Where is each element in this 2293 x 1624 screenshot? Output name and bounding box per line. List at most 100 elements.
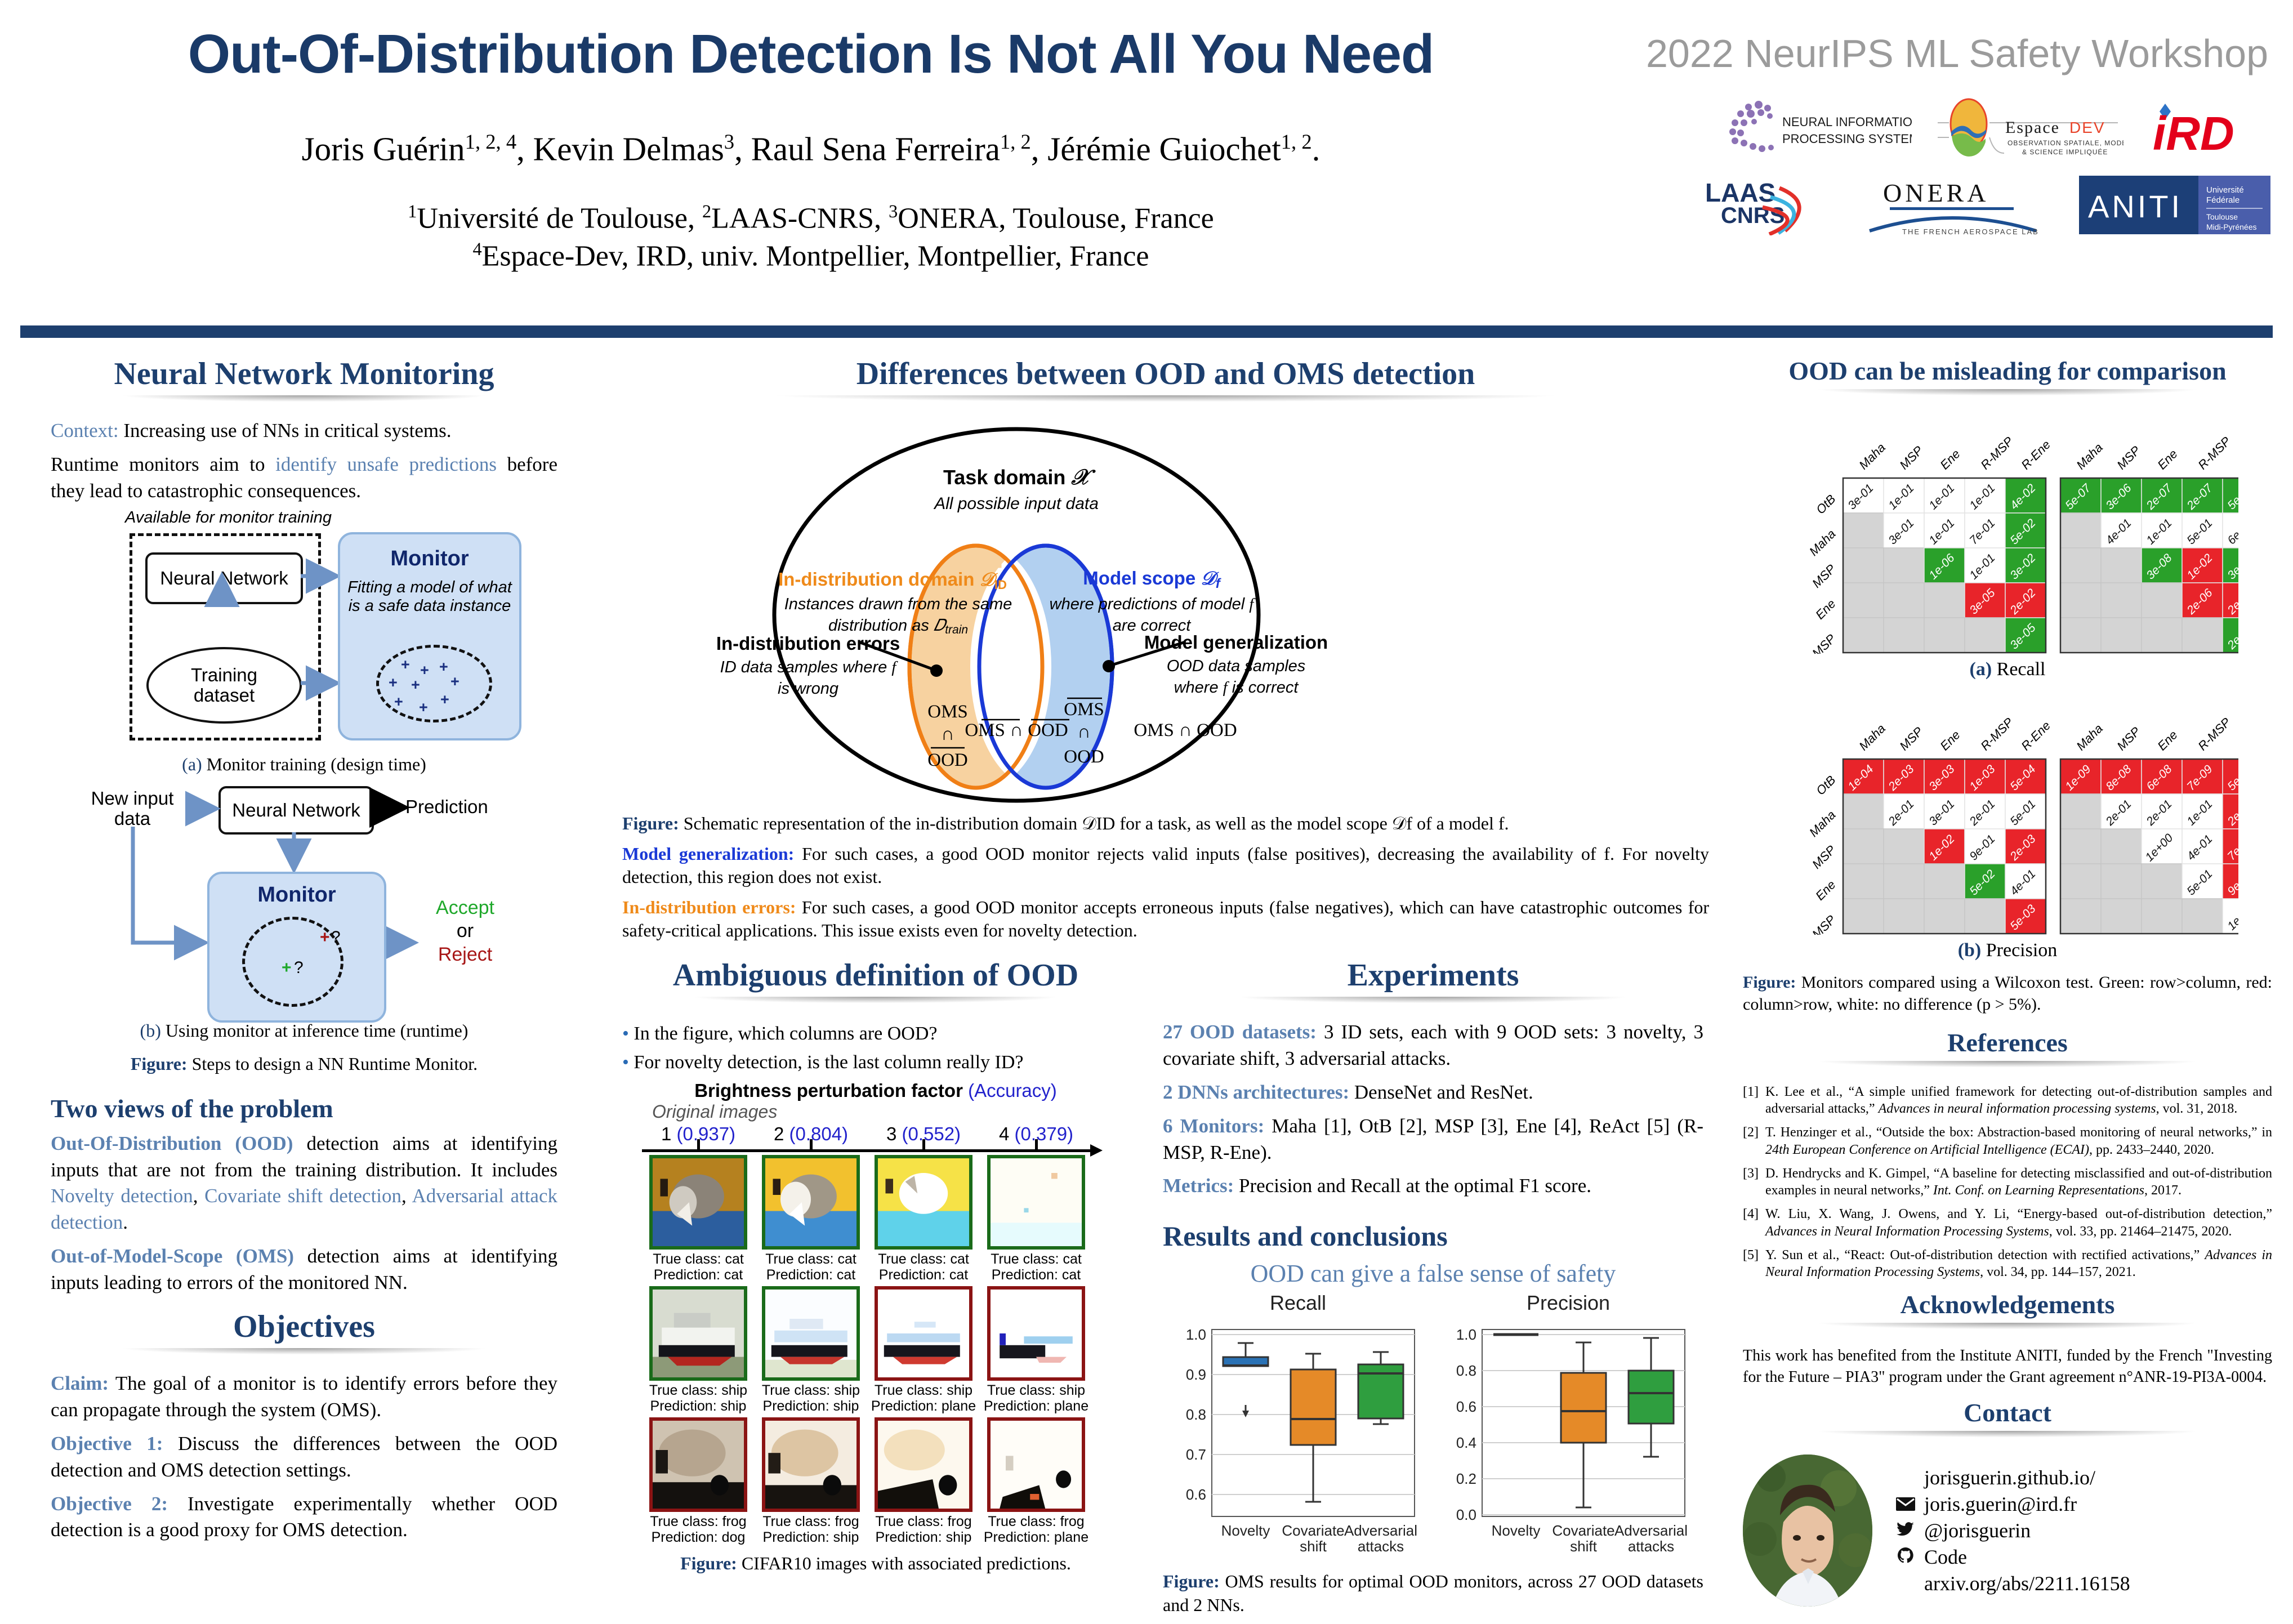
heatmap-a-caption: (a) Recall xyxy=(1969,659,2046,680)
svg-text:0.7: 0.7 xyxy=(1186,1446,1206,1463)
svg-text:Ene: Ene xyxy=(2154,728,2180,753)
heatmap-caption-rest: Monitors compared using a Wilcoxon test.… xyxy=(1743,973,2272,1014)
experiment-item: 2 DNNs architectures: DenseNet and ResNe… xyxy=(1163,1079,1703,1106)
svg-text:R-Ene: R-Ene xyxy=(2236,438,2238,472)
svg-text:iRD: iRD xyxy=(2153,107,2234,160)
neural-network-box: Neural Network xyxy=(145,552,303,604)
contact-arxiv[interactable]: arxiv.org/abs/2211.16158 xyxy=(1924,1572,2130,1595)
reference-list: [1] K. Lee et al., “A simple unified fram… xyxy=(1743,1083,2272,1281)
svg-text:Maha: Maha xyxy=(2073,440,2105,472)
brightness-axis xyxy=(642,1139,1109,1157)
contact-arxiv-row[interactable]: arxiv.org/abs/2211.16158 xyxy=(1895,1571,2130,1597)
figure-a-caption: (a) (a) Monitor training (design time) M… xyxy=(182,753,426,774)
avatar xyxy=(1743,1455,1872,1607)
cifar-label: True class: ship Prediction: ship xyxy=(649,1382,748,1414)
cifar-label: True class: ship Prediction: ship xyxy=(761,1382,860,1414)
experiments-column: Experiments 27 OOD datasets: 3 ID sets, … xyxy=(1163,957,1703,1624)
tick-accuracy: (0.804) xyxy=(789,1123,849,1144)
affiliations: 1Université de Toulouse, 2LAAS-CNRS, 3ON… xyxy=(68,200,1554,275)
references-rule xyxy=(1743,1061,2272,1070)
contact-website-row[interactable]: jorisguerin.github.io/ xyxy=(1895,1465,2130,1491)
contact-email-row[interactable]: joris.guerin@ird.fr xyxy=(1895,1491,2130,1518)
cifar-caption-rest: CIFAR10 images with associated predictio… xyxy=(737,1552,1071,1573)
svg-text:OOD: OOD xyxy=(927,750,968,770)
svg-text:OtB: OtB xyxy=(1813,492,1838,516)
contact-twitter-row[interactable]: @jorisguerin xyxy=(1895,1518,2130,1544)
experiments-rule xyxy=(1163,996,1703,1006)
exp-text-3: Precision and Recall at the optimal F1 s… xyxy=(1234,1175,1591,1197)
svg-text:Toulouse: Toulouse xyxy=(2206,212,2238,221)
section-title-references: References xyxy=(1947,1028,2068,1057)
brightness-title-text: Brightness perturbation factor xyxy=(694,1079,963,1101)
venn-caption-bold: Figure: xyxy=(622,813,679,833)
cifar-image xyxy=(762,1417,860,1512)
heatmap-caption-bold: Figure: xyxy=(1743,973,1796,992)
id-errors-label: In-distribution errors: xyxy=(622,896,796,917)
boxplot-title: OOD can give a false sense of safety xyxy=(1250,1260,1616,1288)
svg-text:R-MSP: R-MSP xyxy=(1800,912,1839,935)
or-label: or xyxy=(456,920,474,942)
monitor-box-training: Monitor Fitting a model of what is a saf… xyxy=(338,532,521,740)
affiliation-line-2: 4Espace-Dev, IRD, univ. Montpellier, Mon… xyxy=(472,238,1149,273)
svg-text:Covariate: Covariate xyxy=(1552,1522,1614,1539)
svg-text:1.0: 1.0 xyxy=(1186,1326,1206,1343)
runtime-paragraph: Runtime monitors aim to identify unsafe … xyxy=(51,452,557,505)
svg-text:Ene: Ene xyxy=(1813,877,1838,903)
svg-text:0.8: 0.8 xyxy=(1456,1362,1476,1379)
contact-email[interactable]: joris.guerin@ird.fr xyxy=(1924,1493,2077,1516)
author-list: Joris Guérin1, 2, 4, Kevin Delmas3, Raul… xyxy=(301,130,1321,168)
svg-text:Model generalization: Model generalization xyxy=(1144,632,1328,653)
section-title-ambiguous: Ambiguous definition of OOD xyxy=(672,957,1079,993)
reference-number: [1] xyxy=(1743,1085,1759,1099)
monitor-description: Fitting a model of what is a safe data i… xyxy=(347,578,512,615)
boxplot-precision-svg: 1.0 0.8 0.6 0.4 0.2 0.0 xyxy=(1456,1326,1688,1555)
section-title-differences: Differences between OOD and OMS detectio… xyxy=(856,356,1475,391)
exp-text-0: 3 ID sets, each with 9 OOD sets: 3 novel… xyxy=(1163,1020,1703,1069)
ambiguous-rule xyxy=(622,996,1129,1006)
plus-marker: + xyxy=(450,672,460,690)
cifar-label: True class: frog Prediction: ship xyxy=(875,1513,972,1545)
contact-code-row[interactable]: Code xyxy=(1895,1544,2130,1571)
svg-text:Task domain 𝒳: Task domain 𝒳 xyxy=(943,466,1096,489)
boxplot-caption: Figure: OMS results for optimal OOD moni… xyxy=(1163,1570,1703,1617)
svg-text:OtB: OtB xyxy=(1813,773,1838,797)
ood-highlight-adversarial: Adversarial attack detection xyxy=(51,1185,557,1234)
reject-label: Reject xyxy=(438,943,493,965)
svg-text:Ene: Ene xyxy=(1813,596,1838,622)
plus-marker: + xyxy=(420,661,429,679)
acknowledgements-rule xyxy=(1743,1323,2272,1332)
section-title-contact: Contact xyxy=(1964,1398,2051,1427)
svg-text:shift: shift xyxy=(1570,1538,1597,1552)
boxplot-precision-title: Precision xyxy=(1526,1291,1611,1315)
svg-text:LAAS: LAAS xyxy=(1705,178,1775,207)
claim-paragraph: Claim: The goal of a monitor is to ident… xyxy=(51,1371,557,1424)
svg-text:PROCESSING SYSTEMS: PROCESSING SYSTEMS xyxy=(1782,132,1912,146)
svg-text:R-MSP: R-MSP xyxy=(2195,434,2233,472)
cifar-image xyxy=(875,1286,972,1381)
reference-text: Y. Sun et al., “React: Out-of-distributi… xyxy=(1765,1247,2272,1280)
figure-steps-caption-rest: Steps to design a NN Runtime Monitor. xyxy=(187,1053,478,1074)
available-label: Available for monitor training xyxy=(125,508,332,527)
svg-text:R-Ene: R-Ene xyxy=(2018,719,2053,753)
contact-code[interactable]: Code xyxy=(1924,1545,1967,1568)
monitor-box-runtime: Monitor + ? + ? xyxy=(207,871,386,1023)
brightness-tick-labels: 1 (0.937) 2 (0.804) 3 (0.552) 4 (0.379) xyxy=(642,1123,1109,1145)
reference-number: [4] xyxy=(1743,1207,1759,1222)
aniti-logo: ANITI Université Fédérale Toulouse Midi-… xyxy=(2079,175,2270,237)
boxplot-precision: Precision 1.0 0.8 0.6 0.4 0.2 0.0 xyxy=(1442,1291,1695,1555)
cifar-cell: True class: cat Prediction: cat xyxy=(867,1154,980,1286)
svg-text:where f is correct: where f is correct xyxy=(1174,679,1300,697)
cifar-label: True class: frog Prediction: plane xyxy=(983,1513,1089,1545)
svg-text:∩: ∩ xyxy=(941,724,954,744)
contact-website[interactable]: jorisguerin.github.io/ xyxy=(1924,1466,2095,1489)
original-images-label: Original images xyxy=(652,1101,778,1122)
reference-number: [5] xyxy=(1743,1247,1759,1262)
logo-strip: NEURAL INFORMATION PROCESSING SYSTEMS xyxy=(1651,98,2270,237)
objective-1-text: Discuss the differences between the OOD … xyxy=(51,1432,557,1481)
exp-label-3: Metrics: xyxy=(1163,1175,1234,1197)
contact-twitter[interactable]: @jorisguerin xyxy=(1924,1519,2031,1542)
cifar-cell: True class: frog Prediction: ship xyxy=(867,1417,980,1549)
plus-outside-icon: + xyxy=(320,927,330,947)
svg-text:OOD: OOD xyxy=(1064,747,1104,767)
svg-text:are correct: are correct xyxy=(1113,617,1192,635)
